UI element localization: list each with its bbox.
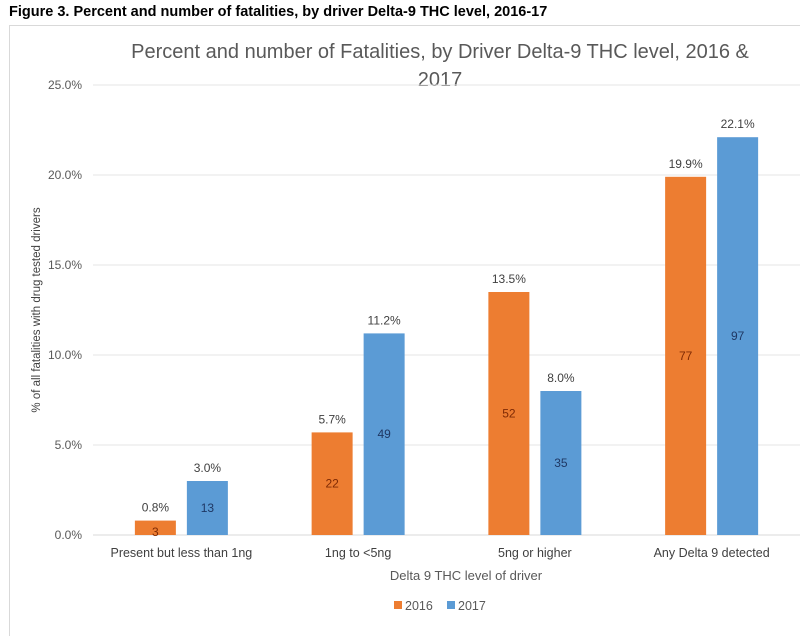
y-axis-ticks: 0.0% 5.0% 10.0% 15.0% 20.0% 25.0% <box>48 78 82 542</box>
x-axis-ticks: Present but less than 1ng 1ng to <5ng 5ng … <box>110 546 769 560</box>
bar-2017 <box>540 391 582 535</box>
bar-count-label: 97 <box>731 329 745 343</box>
y-tick-label: 15.0% <box>48 258 82 272</box>
bar-value-label: 11.2% <box>368 313 401 327</box>
chart-title-line-1: Percent and number of Fatalities, by Dri… <box>131 41 749 63</box>
legend-swatch-2016 <box>394 601 402 609</box>
chart-title: Percent and number of Fatalities, by Dri… <box>131 41 749 91</box>
y-tick-label: 0.0% <box>55 528 83 542</box>
figure-caption: Figure 3. Percent and number of fataliti… <box>9 4 548 20</box>
bar-value-label: 3.0% <box>194 461 222 475</box>
bar-2017 <box>186 481 228 535</box>
x-tick-label: Present but less than 1ng <box>110 546 252 560</box>
bar-count-label: 49 <box>377 427 391 441</box>
chart-frame <box>9 25 800 636</box>
bar-count-label: 22 <box>325 477 339 491</box>
bar-2016 <box>134 520 176 535</box>
bar-count-label: 3 <box>152 525 159 539</box>
bar-2017 <box>717 137 759 535</box>
y-tick-label: 25.0% <box>48 78 82 92</box>
bars: 0.8% 3 3.0% 13 5.7% 22 11.2% 49 13.5% 52 8.0% 35 19.… <box>134 117 759 539</box>
bar-2017 <box>363 333 405 535</box>
y-tick-label: 5.0% <box>55 438 83 452</box>
x-axis-title: Delta 9 THC level of driver <box>390 568 543 583</box>
y-tick-label: 20.0% <box>48 168 82 182</box>
chart-title-line-2: 2017 <box>418 69 463 91</box>
legend-label-2017: 2017 <box>458 599 486 613</box>
bar-value-label: 22.1% <box>721 117 755 131</box>
bar-count-label: 35 <box>554 456 568 470</box>
bar-value-label: 19.9% <box>669 157 703 171</box>
bar-value-label: 0.8% <box>142 501 170 515</box>
bar-2016 <box>311 432 353 535</box>
bar-2016 <box>665 176 707 536</box>
legend-swatch-2017 <box>447 601 455 609</box>
x-tick-label: 5ng or higher <box>498 546 572 560</box>
bar-value-label: 5.7% <box>318 412 346 426</box>
bar-2016 <box>488 292 530 535</box>
bar-count-label: 13 <box>201 501 215 515</box>
x-tick-label: Any Delta 9 detected <box>654 546 770 560</box>
y-axis-title: % of all fatalities with drug tested dri… <box>31 207 43 412</box>
chart-svg: Percent and number of Fatalities, by Dri… <box>31 41 800 613</box>
legend-label-2016: 2016 <box>405 599 433 613</box>
bar-count-label: 77 <box>679 349 693 363</box>
legend: 2016 2017 <box>394 599 486 613</box>
bar-count-label: 52 <box>502 407 516 421</box>
bar-value-label: 8.0% <box>547 371 575 385</box>
x-tick-label: 1ng to <5ng <box>325 546 391 560</box>
bar-value-label: 13.5% <box>492 272 526 286</box>
y-tick-label: 10.0% <box>48 348 82 362</box>
